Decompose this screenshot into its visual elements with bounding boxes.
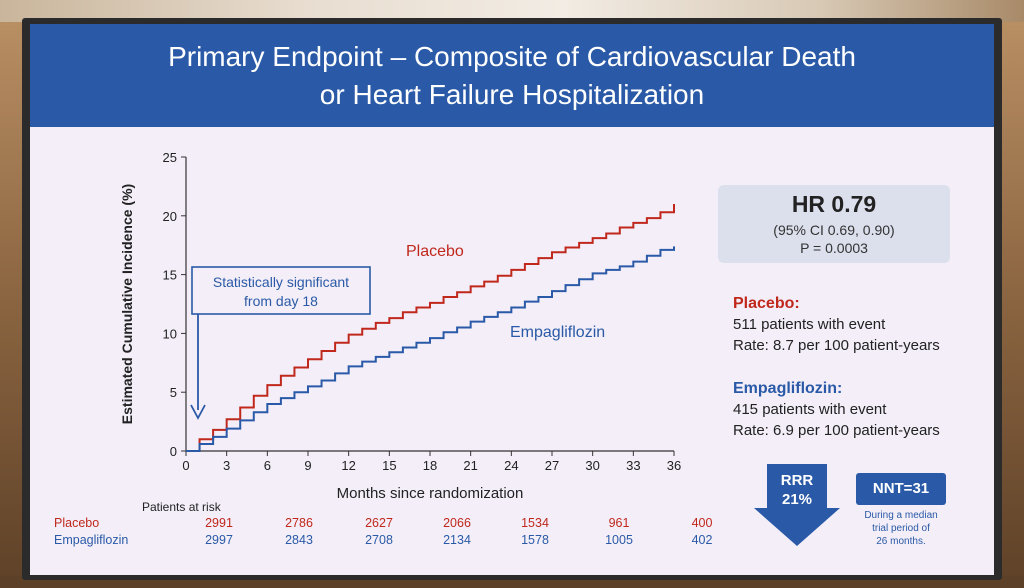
at-risk-placebo-value: 2066	[443, 516, 471, 530]
x-tick-label: 9	[304, 458, 311, 473]
empagliflozin-events: 415 patients with event	[733, 401, 887, 418]
x-tick-label: 15	[382, 458, 396, 473]
empagliflozin-stats-heading: Empagliflozin:	[733, 380, 843, 397]
significance-annotation-box	[191, 266, 371, 315]
nnt-note-line-1: During a median	[864, 510, 938, 521]
significance-annotation-line-2: from day 18	[244, 293, 318, 309]
at-risk-empagliflozin-value: 2134	[443, 533, 471, 547]
at-risk-header: Patients at risk	[142, 500, 222, 514]
slide-title-line-2: or Heart Failure Hospitalization	[319, 78, 705, 110]
empagliflozin-rate: Rate: 6.9 per 100 patient-years	[733, 422, 940, 439]
y-tick-label: 20	[163, 209, 177, 224]
placebo-series-label: Placebo	[406, 243, 464, 260]
y-tick-label: 5	[170, 385, 177, 400]
slide-title-line-1: Primary Endpoint – Composite of Cardiova…	[168, 40, 856, 72]
rrr-title: RRR	[780, 472, 814, 489]
rrr-label: RRR 21%	[752, 471, 842, 509]
y-tick-label: 15	[163, 268, 177, 283]
confidence-interval: (95% CI 0.69, 0.90)	[773, 222, 895, 238]
significance-arrow-head	[190, 404, 206, 420]
at-risk-empagliflozin-value: 402	[692, 533, 713, 547]
at-risk-empagliflozin-value: 1005	[605, 533, 633, 547]
placebo-rate: Rate: 8.7 per 100 patient-years	[733, 337, 940, 354]
at-risk-placebo-value: 400	[692, 516, 713, 530]
rrr-down-arrow-icon	[754, 464, 840, 546]
at-risk-empagliflozin-value: 2708	[365, 533, 393, 547]
km-chart: Estimated Cumulative Incidence (%) Month…	[54, 150, 713, 547]
at-risk-placebo-value: 2786	[285, 516, 313, 530]
rrr-value: 21%	[781, 491, 813, 508]
empagliflozin-stats: Empagliflozin: 415 patients with event R…	[733, 378, 940, 441]
x-tick-label: 24	[504, 458, 518, 473]
nnt-badge: NNT=31	[856, 473, 946, 505]
at-risk-empagliflozin-label: Empagliflozin	[54, 533, 128, 547]
at-risk-placebo-value: 1534	[521, 516, 549, 530]
empagliflozin-series-line	[186, 246, 675, 452]
placebo-series-line	[186, 204, 675, 452]
p-value: P = 0.0003	[800, 240, 868, 256]
y-axis-label: Estimated Cumulative Incidence (%)	[119, 184, 135, 424]
hazard-ratio-box: HR 0.79 (95% CI 0.69, 0.90) P = 0.0003	[718, 185, 950, 263]
at-risk-placebo-value: 2991	[205, 516, 233, 530]
x-tick-label: 36	[667, 458, 681, 473]
x-tick-label: 18	[423, 458, 437, 473]
room-background-top	[0, 0, 1024, 22]
y-tick-label: 25	[163, 150, 177, 165]
at-risk-placebo-value: 2627	[365, 516, 393, 530]
slide-title-bar: Primary Endpoint – Composite of Cardiova…	[30, 24, 994, 127]
x-tick-label: 12	[341, 458, 355, 473]
significance-annotation-line-1: Statistically significant	[213, 274, 349, 290]
at-risk-placebo-value: 961	[609, 516, 630, 530]
nnt-note-line-2: trial period of	[872, 523, 930, 534]
placebo-stats: Placebo: 511 patients with event Rate: 8…	[733, 293, 940, 356]
at-risk-empagliflozin-value: 2843	[285, 533, 313, 547]
x-tick-label: 3	[223, 458, 230, 473]
at-risk-empagliflozin-value: 2997	[205, 533, 233, 547]
placebo-stats-heading: Placebo:	[733, 295, 800, 312]
hazard-ratio-value: HR 0.79	[791, 191, 877, 217]
at-risk-placebo-label: Placebo	[54, 516, 99, 530]
y-tick-label: 0	[170, 444, 177, 459]
nnt-note: During a median trial period of 26 month…	[848, 509, 954, 548]
x-tick-label: 21	[463, 458, 477, 473]
x-tick-label: 6	[264, 458, 271, 473]
x-tick-label: 30	[585, 458, 599, 473]
presentation-slide: Primary Endpoint – Composite of Cardiova…	[30, 24, 994, 575]
placebo-events: 511 patients with event	[733, 316, 886, 333]
empagliflozin-series-label: Empagliflozin	[510, 324, 605, 341]
x-tick-label: 33	[626, 458, 640, 473]
at-risk-empagliflozin-value: 1578	[521, 533, 549, 547]
y-tick-label: 10	[163, 326, 177, 341]
nnt-note-line-3: 26 months.	[876, 536, 926, 547]
x-tick-label: 27	[545, 458, 559, 473]
x-axis-label: Months since randomization	[337, 485, 524, 502]
x-tick-label: 0	[182, 458, 189, 473]
